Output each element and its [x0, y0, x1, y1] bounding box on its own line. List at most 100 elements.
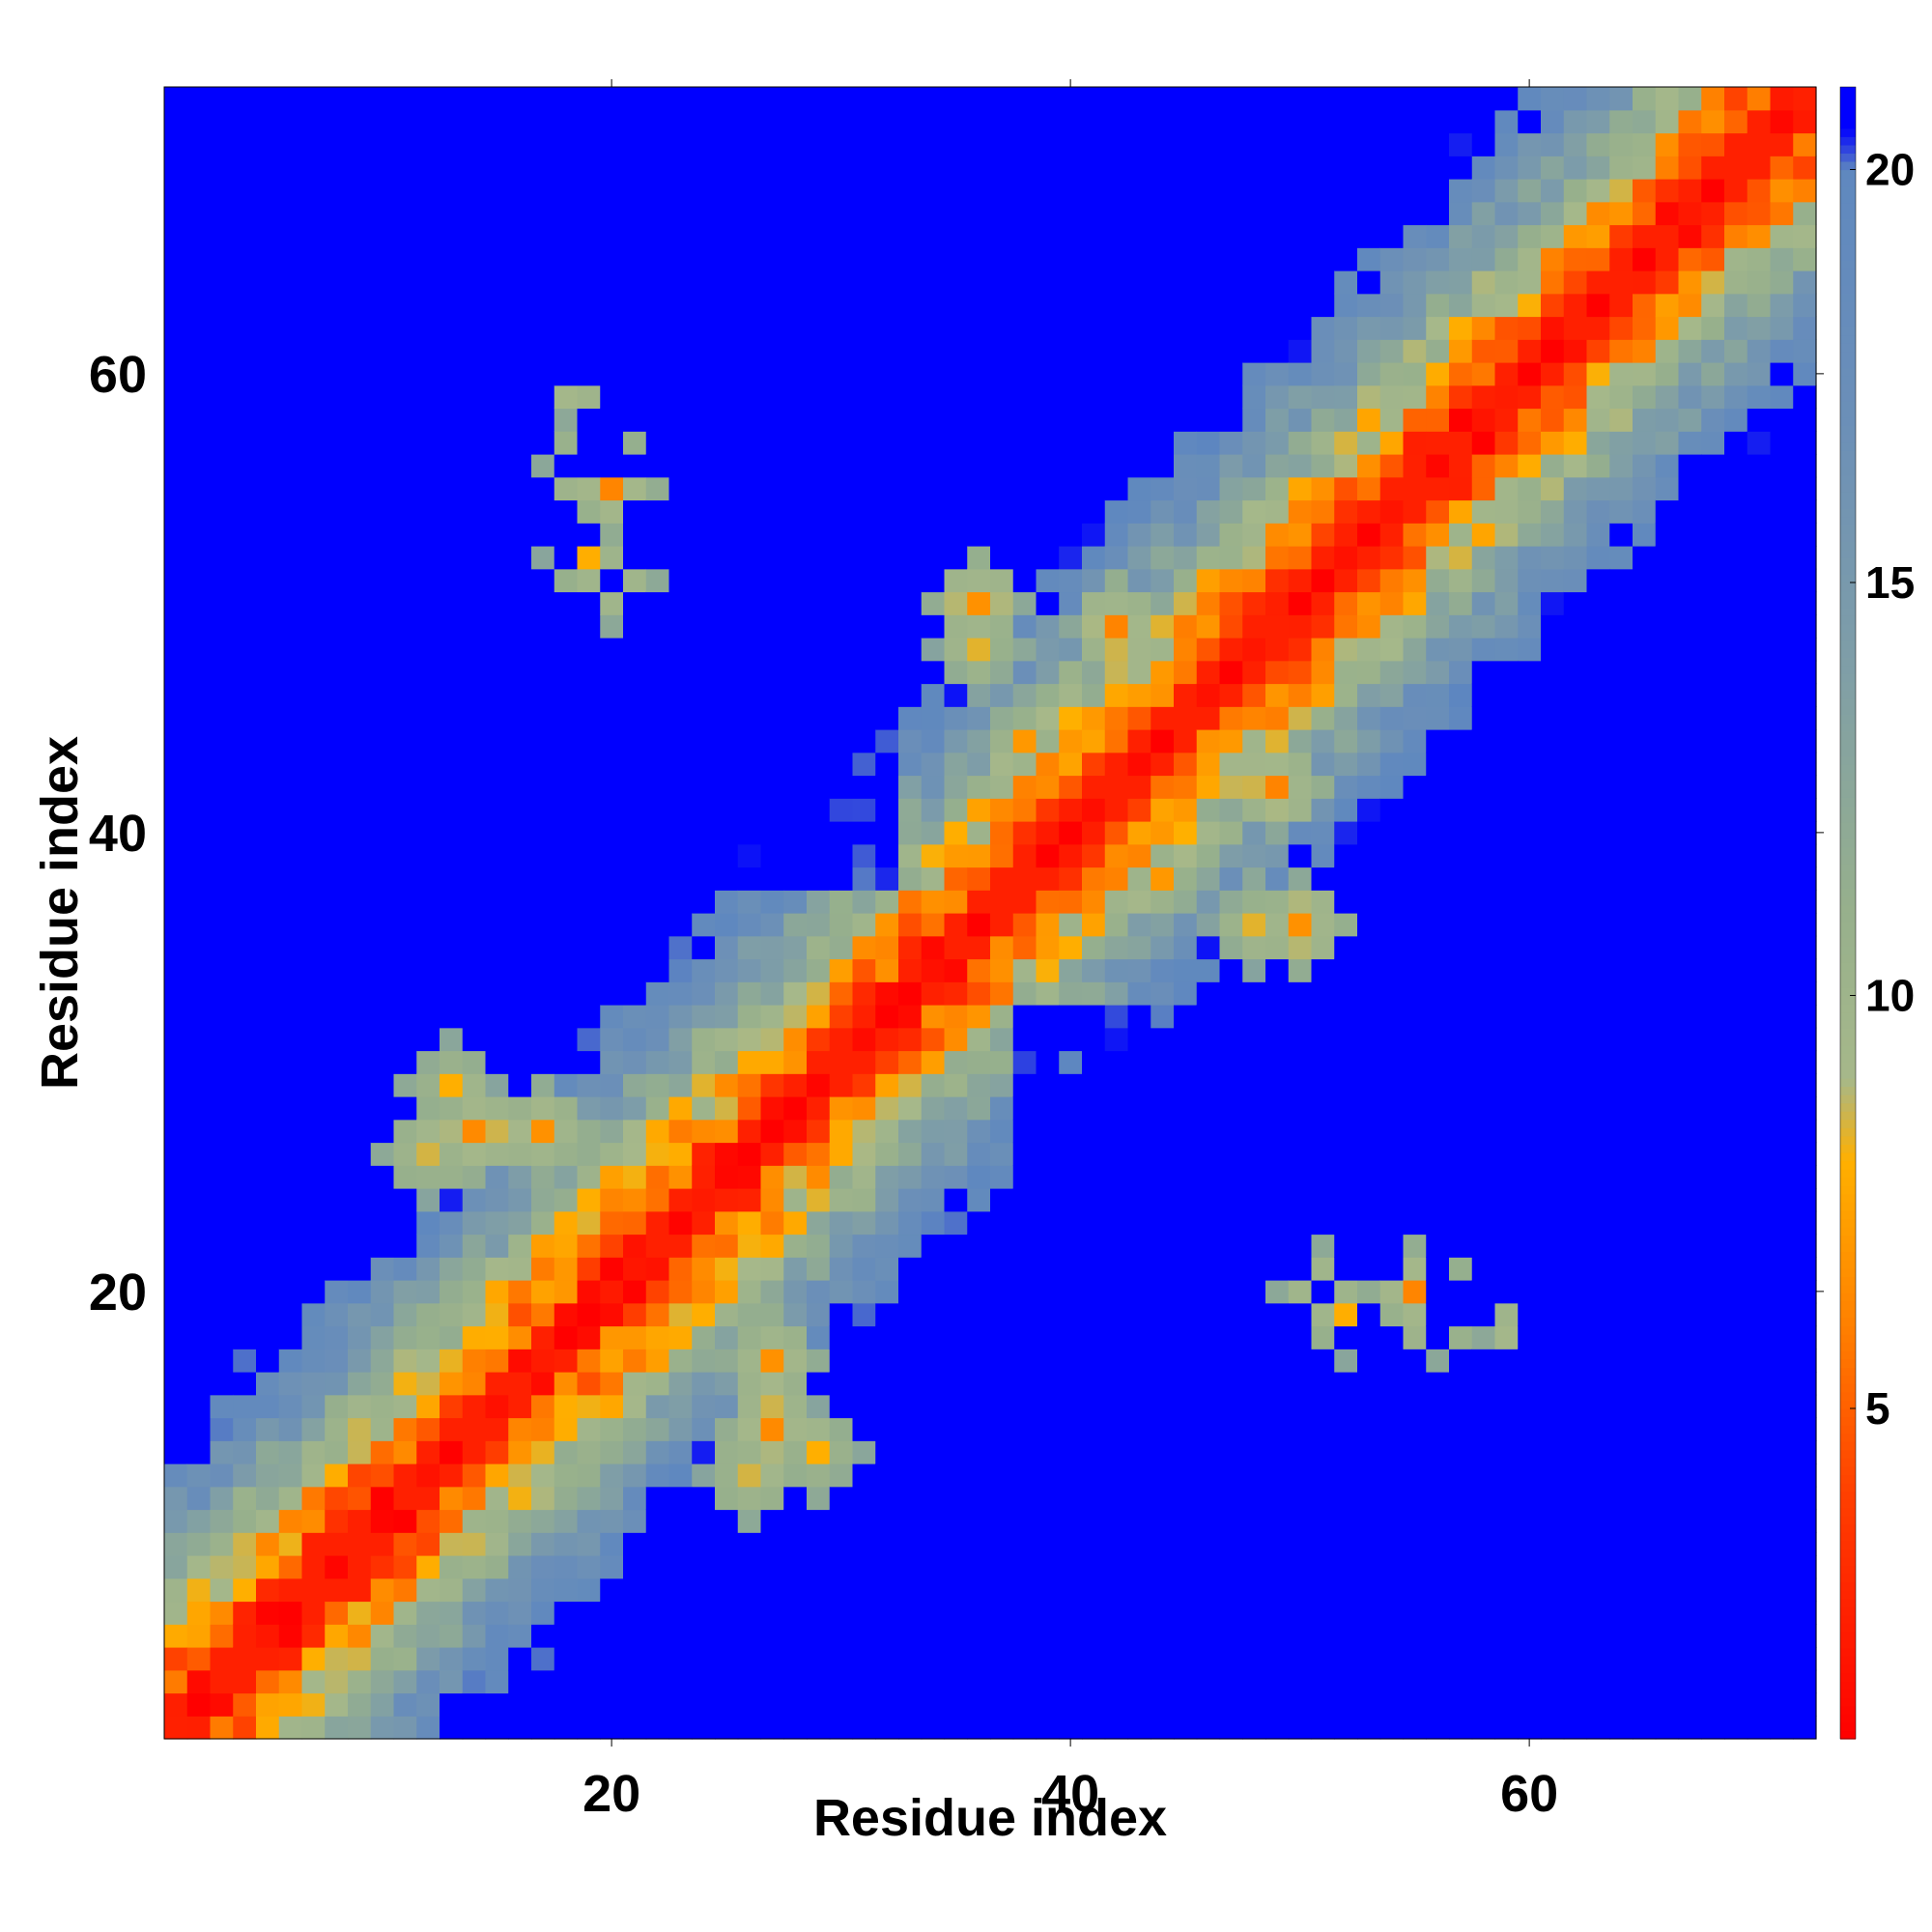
- heatmap-cell: [531, 683, 555, 707]
- heatmap-cell: [783, 638, 808, 662]
- heatmap-cell: [1518, 1188, 1542, 1212]
- heatmap-cell: [1059, 1050, 1083, 1074]
- heatmap-cell: [210, 1463, 234, 1488]
- heatmap-cell: [1586, 546, 1610, 570]
- heatmap-cell: [186, 523, 212, 547]
- heatmap-cell: [623, 1440, 647, 1464]
- heatmap-cell: [829, 821, 854, 845]
- heatmap-cell: [1104, 867, 1129, 891]
- heatmap-cell: [531, 293, 555, 318]
- heatmap-cell: [256, 1669, 280, 1694]
- heatmap-cell: [440, 1647, 464, 1671]
- heatmap-cell: [554, 1532, 579, 1556]
- heatmap-cell: [944, 1555, 968, 1579]
- heatmap-cell: [1311, 476, 1335, 501]
- heatmap-cell: [600, 1257, 624, 1281]
- heatmap-cell: [1288, 1577, 1313, 1603]
- heatmap-cell: [1724, 913, 1748, 937]
- heatmap-cell: [1104, 476, 1129, 501]
- heatmap-cell: [1678, 431, 1702, 455]
- heatmap-cell: [990, 638, 1014, 662]
- heatmap-cell: [1563, 1647, 1588, 1671]
- heatmap-cell: [1563, 775, 1588, 799]
- heatmap-cell: [1379, 935, 1405, 960]
- heatmap-cell: [1471, 1486, 1496, 1511]
- heatmap-cell: [829, 384, 854, 410]
- heatmap-cell: [692, 683, 716, 707]
- heatmap-cell: [577, 935, 601, 960]
- heatmap-cell: [1196, 568, 1221, 593]
- heatmap-cell: [760, 1463, 784, 1488]
- heatmap-cell: [1219, 1210, 1243, 1236]
- heatmap-cell: [1174, 775, 1198, 799]
- heatmap-cell: [668, 132, 693, 156]
- heatmap-cell: [416, 156, 440, 180]
- heatmap-cell: [1724, 1142, 1748, 1166]
- heatmap-cell: [1655, 1624, 1680, 1648]
- heatmap-cell: [921, 87, 946, 111]
- heatmap-cell: [233, 1073, 257, 1097]
- heatmap-cell: [1059, 1440, 1083, 1464]
- heatmap-cell: [1311, 339, 1335, 363]
- heatmap-cell: [1518, 408, 1542, 432]
- heatmap-cell: [1449, 1280, 1473, 1304]
- heatmap-cell: [829, 706, 854, 730]
- heatmap-cell: [1104, 454, 1129, 478]
- heatmap-cell: [393, 201, 417, 226]
- heatmap-cell: [944, 867, 968, 891]
- heatmap-cell: [1219, 132, 1243, 156]
- heatmap-cell: [623, 1647, 647, 1671]
- heatmap-cell: [1311, 1647, 1335, 1671]
- heatmap-cell: [348, 935, 372, 960]
- heatmap-cell: [1334, 1555, 1358, 1579]
- heatmap-cell: [1012, 316, 1037, 340]
- heatmap-cell: [1174, 1394, 1198, 1419]
- heatmap-cell: [1036, 706, 1060, 730]
- heatmap-cell: [1242, 1555, 1266, 1579]
- heatmap-cell: [623, 109, 647, 134]
- heatmap-cell: [462, 270, 487, 295]
- heatmap-cell: [1036, 1142, 1060, 1166]
- heatmap-cell: [1196, 1417, 1221, 1441]
- heatmap-cell: [1471, 1234, 1496, 1258]
- heatmap-cell: [1678, 408, 1702, 432]
- heatmap-cell: [233, 156, 257, 180]
- heatmap-cell: [1012, 476, 1037, 501]
- heatmap-cell: [348, 706, 372, 730]
- heatmap-cell: [301, 638, 326, 662]
- heatmap-cell: [1471, 546, 1496, 570]
- heatmap-cell: [1265, 1302, 1290, 1327]
- heatmap-cell: [737, 752, 762, 777]
- heatmap-cell: [1242, 1417, 1266, 1441]
- heatmap-cell: [1334, 1349, 1358, 1373]
- heatmap-cell: [416, 821, 440, 845]
- heatmap-cell: [393, 1349, 417, 1373]
- heatmap-cell: [1059, 1647, 1083, 1671]
- heatmap-cell: [1655, 224, 1680, 248]
- heatmap-cell: [807, 270, 831, 295]
- heatmap-cell: [1357, 1372, 1381, 1396]
- heatmap-cell: [348, 339, 372, 363]
- heatmap-cell: [623, 798, 647, 822]
- heatmap-cell: [531, 362, 555, 386]
- heatmap-cell: [164, 1532, 188, 1556]
- heatmap-cell: [210, 431, 234, 455]
- heatmap-cell: [1242, 87, 1266, 111]
- heatmap-cell: [1357, 1119, 1381, 1144]
- heatmap-cell: [921, 270, 946, 295]
- heatmap-cell: [1541, 1188, 1565, 1212]
- heatmap-cell: [1104, 362, 1129, 386]
- heatmap-cell: [1678, 1624, 1702, 1648]
- heatmap-cell: [1242, 890, 1266, 914]
- heatmap-cell: [1586, 1669, 1610, 1694]
- heatmap-cell: [1403, 1440, 1427, 1464]
- heatmap-cell: [1724, 1647, 1748, 1671]
- heatmap-cell: [1747, 1647, 1772, 1671]
- heatmap-cell: [645, 156, 670, 180]
- heatmap-cell: [990, 1050, 1014, 1074]
- heatmap-cell: [921, 1210, 946, 1236]
- heatmap-cell: [1334, 454, 1358, 478]
- heatmap-cell: [301, 476, 326, 501]
- heatmap-cell: [325, 1210, 349, 1236]
- heatmap-cell: [1586, 1165, 1610, 1189]
